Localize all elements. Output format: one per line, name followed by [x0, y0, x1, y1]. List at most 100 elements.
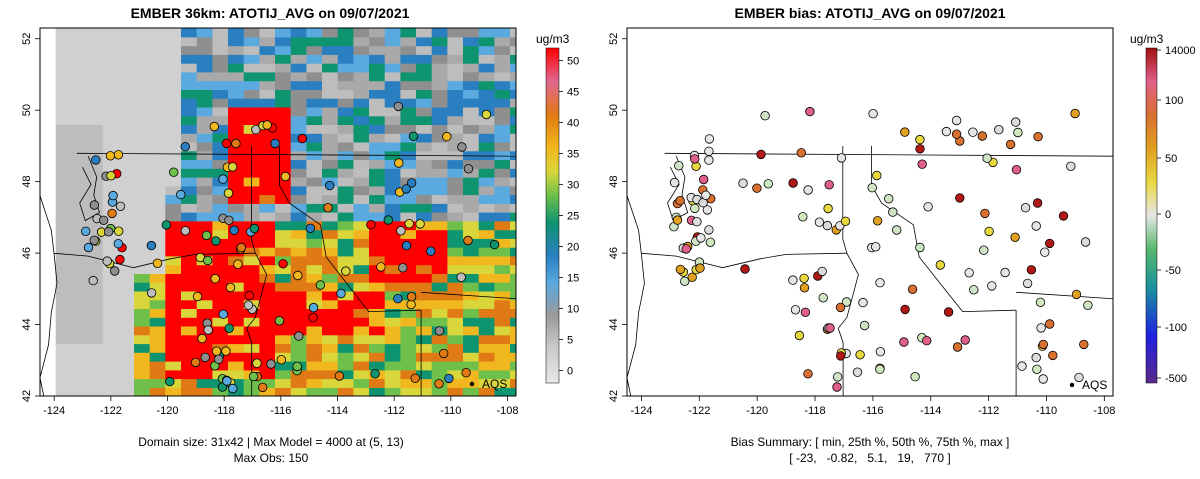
- heatmap-cell: [337, 325, 354, 336]
- heatmap-cell: [102, 185, 119, 196]
- heatmap-cell: [40, 133, 57, 143]
- heatmap-cell: [463, 369, 480, 380]
- boundary-line: [421, 291, 516, 300]
- heatmap-cell: [243, 185, 260, 196]
- heatmap-cell: [463, 317, 480, 327]
- site-marker: [704, 225, 714, 235]
- site-marker: [152, 258, 163, 269]
- site-marker: [884, 193, 894, 204]
- heatmap-cell: [87, 247, 104, 257]
- heatmap-cell: [510, 229, 516, 239]
- heatmap-cell: [290, 387, 307, 396]
- heatmap-cell: [322, 387, 339, 396]
- heatmap-cell: [243, 106, 260, 117]
- heatmap-cell: [212, 45, 229, 55]
- heatmap-cell: [196, 45, 213, 55]
- heatmap-cell: [322, 194, 339, 204]
- heatmap-cell: [181, 203, 198, 213]
- heatmap-cell: [290, 106, 307, 117]
- left-caption-line-2: Max Obs: 150: [234, 451, 309, 465]
- heatmap-cell: [275, 290, 292, 301]
- heatmap-cell: [384, 203, 401, 213]
- heatmap-cell: [494, 80, 511, 90]
- heatmap-cell: [478, 212, 495, 222]
- heatmap-cell: [337, 89, 354, 99]
- heatmap-cell: [510, 194, 516, 204]
- heatmap-cell: [416, 290, 433, 301]
- site-marker: [294, 331, 304, 341]
- heatmap-cell: [494, 106, 511, 117]
- heatmap-cell: [228, 290, 245, 301]
- heatmap-cell: [243, 194, 260, 204]
- site-marker: [315, 280, 326, 290]
- heatmap-cell: [337, 212, 354, 222]
- site-marker: [915, 144, 925, 154]
- heatmap-cell: [510, 133, 516, 143]
- site-marker: [115, 254, 125, 265]
- heatmap-cell: [212, 168, 229, 178]
- heatmap-cell: [306, 238, 323, 248]
- heatmap-cell: [71, 378, 88, 388]
- heatmap-cell: [322, 273, 339, 283]
- y-tick-label: 46: [21, 247, 33, 259]
- heatmap-cell: [400, 229, 417, 239]
- site-marker: [704, 155, 714, 165]
- heatmap-cell: [478, 80, 495, 90]
- site-marker: [210, 274, 220, 284]
- heatmap-cell: [181, 89, 198, 99]
- heatmap-cell: [134, 317, 151, 327]
- heatmap-cell: [416, 185, 433, 196]
- heatmap-cell: [431, 343, 448, 353]
- heatmap-cell: [40, 141, 57, 152]
- site-marker: [334, 371, 345, 381]
- heatmap-cell: [353, 378, 370, 388]
- heatmap-cell: [384, 80, 401, 90]
- heatmap-cell: [102, 203, 119, 213]
- heatmap-cell: [369, 89, 386, 99]
- heatmap-cell: [290, 150, 307, 161]
- heatmap-cell: [181, 177, 198, 187]
- site-marker: [197, 333, 207, 344]
- site-marker: [871, 242, 881, 252]
- site-marker: [941, 126, 952, 137]
- heatmap-cell: [228, 150, 245, 161]
- heatmap-cell: [40, 185, 57, 196]
- site-marker: [867, 182, 877, 193]
- heatmap-cell: [71, 273, 88, 283]
- heatmap-cell: [369, 168, 386, 178]
- site-marker: [270, 138, 280, 149]
- site-marker: [231, 138, 241, 149]
- site-marker: [690, 154, 700, 164]
- site-marker: [799, 273, 809, 284]
- heatmap-cell: [55, 71, 72, 82]
- heatmap-cell: [384, 133, 401, 143]
- heatmap-cell: [290, 80, 307, 90]
- heatmap-cell: [71, 36, 88, 47]
- heatmap-cell: [40, 255, 57, 266]
- heatmap-cell: [494, 273, 511, 283]
- heatmap-cell: [290, 185, 307, 196]
- heatmap-cell: [306, 80, 323, 90]
- heatmap-cell: [118, 89, 135, 99]
- heatmap-cell: [431, 255, 448, 266]
- heatmap-cell: [369, 71, 386, 82]
- heatmap-cell: [87, 133, 104, 143]
- heatmap-cell: [447, 378, 464, 388]
- heatmap-cell: [416, 308, 433, 318]
- heatmap-cell: [290, 45, 307, 55]
- heatmap-cell: [337, 63, 354, 73]
- heatmap-cell: [431, 317, 448, 327]
- heatmap-cell: [463, 150, 480, 161]
- heatmap-cell: [243, 36, 260, 47]
- site-marker: [146, 288, 157, 298]
- heatmap-cell: [212, 141, 229, 152]
- heatmap-cell: [212, 89, 229, 99]
- heatmap-cell: [384, 45, 401, 55]
- site-marker: [740, 264, 750, 274]
- heatmap-cell: [134, 168, 151, 178]
- heatmap-cell: [243, 159, 260, 169]
- heatmap-cell: [353, 115, 370, 125]
- heatmap-cell: [306, 54, 323, 64]
- heatmap-cell: [102, 71, 119, 82]
- heatmap-cell: [118, 212, 135, 222]
